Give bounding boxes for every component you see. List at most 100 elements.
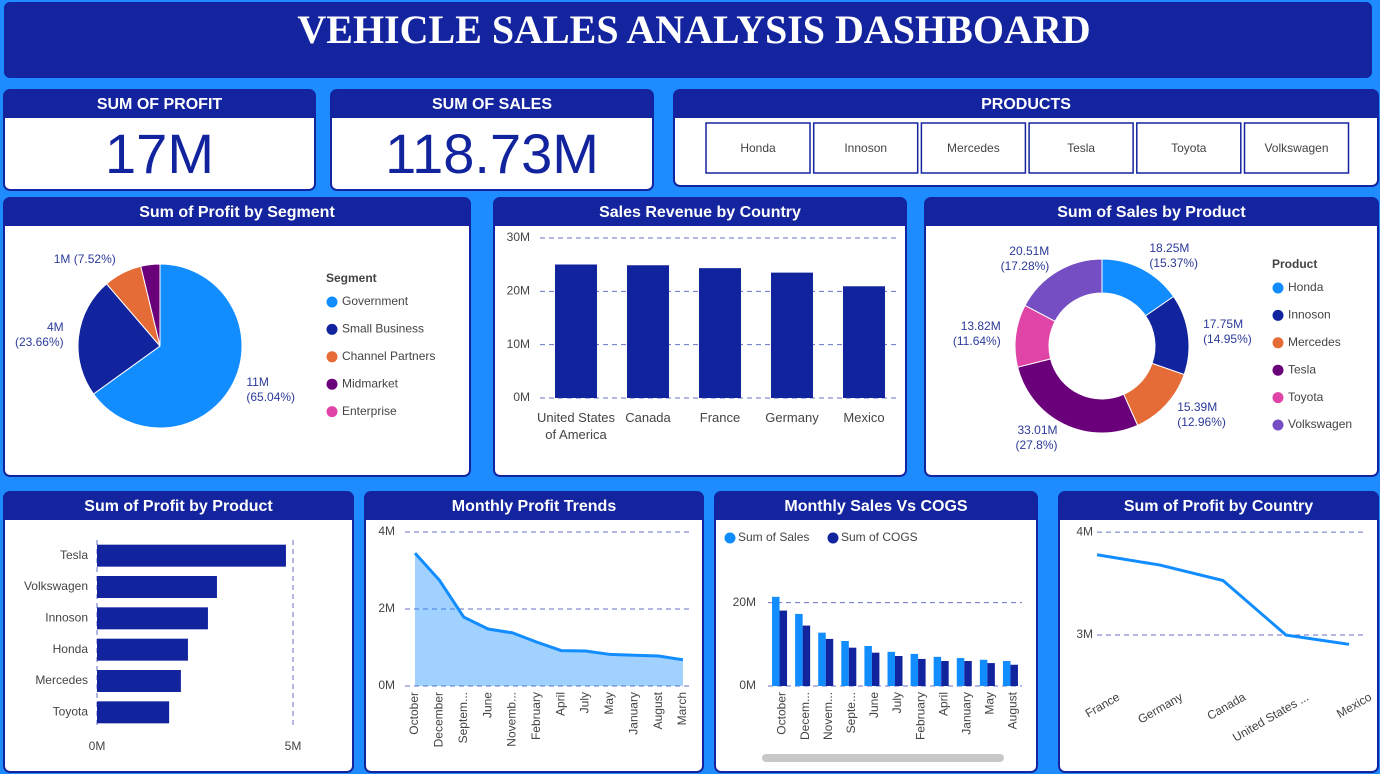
card-title: Sum of Profit by Country [1124,498,1313,515]
data-label: 11M (65.04%) [246,375,296,405]
x-tick-label: June [867,692,881,718]
card-title: Monthly Profit Trends [452,498,617,515]
slicer-button[interactable] [812,122,919,174]
y-tick-label: 30M [507,230,530,244]
header-band [4,2,1372,78]
y-tick-label: Tesla [60,548,88,562]
card-header [331,90,653,118]
card-header [4,198,470,226]
legend-label: Midmarket [342,376,399,390]
slicer-button[interactable] [920,122,1027,174]
x-tick-label: October [407,692,421,735]
bar [795,613,803,686]
bar [555,264,597,398]
label-box: 20.51M (17.28%) [1001,244,1050,273]
legend-title: Segment [326,271,377,285]
y-tick-label: 0M [513,390,530,404]
bar [97,607,208,630]
legend-marker [1272,419,1284,431]
x-tick-label: Germany [765,410,819,425]
bar [772,596,780,686]
x-tick-label: Novem... [821,692,835,740]
slice [140,263,161,347]
x-tick-label: January [959,692,973,735]
kpi-value: 118.73M [385,122,599,185]
x-tick-label: July [578,692,592,713]
x-tick-label: May [602,692,616,715]
line [413,552,684,662]
line [1096,553,1350,646]
legend-marker [1272,364,1284,376]
legend-marker [724,532,736,544]
slicer-button[interactable] [1243,122,1350,174]
card-header [4,492,353,520]
y-tick-label: Innoson [45,611,88,625]
x-tick-label: Septem... [456,692,470,743]
data-label: 4M (23.66%) [14,319,64,349]
legend-label: Enterprise [342,404,397,418]
x-tick-label: July [890,692,904,713]
label-box: 18.25M (15.37%) [1149,240,1199,270]
bar [97,701,170,724]
x-tick-label: May [983,692,997,715]
bar [1010,664,1018,686]
legend-label: Innoson [1288,308,1331,322]
x-tick-label: December [432,692,446,747]
legend-marker [1272,309,1284,321]
legend-marker [326,351,338,363]
slicer-button[interactable] [1136,122,1242,174]
card-title: Sum of Profit by Segment [139,204,335,221]
x-tick-label: France [699,410,741,425]
bar [97,576,217,598]
y-tick-label: Volkswagen [24,579,88,593]
card-header [715,492,1037,520]
label-box: Germany [765,410,819,425]
bar [1002,661,1011,686]
card [3,491,354,773]
y-tick-label: 3M [1076,627,1093,641]
card [1058,491,1379,773]
card-title: Sum of Profit by Product [84,498,273,515]
bar [987,663,995,686]
slicer-label: Mercedes [947,141,1000,155]
data-label: 18.25M (15.37%) [1149,240,1199,270]
bar [802,625,811,686]
x-tick-label: February [913,692,927,740]
y-tick-label: 20M [507,284,530,298]
bar [933,656,942,686]
card-title: Monthly Sales Vs COGS [784,498,967,515]
x-tick-label: 5M [285,739,302,753]
card-title: Sales Revenue by Country [599,204,801,221]
bar [979,659,988,686]
legend-label: Government [342,294,409,308]
x-tick-label: Novemb... [505,692,519,747]
y-tick-label: Honda [53,642,89,656]
legend-label: Mercedes [1288,335,1341,349]
y-tick-label: 20M [733,595,756,609]
bar [918,658,926,686]
bar [97,670,181,692]
y-tick-label: 4M [1076,524,1093,538]
data-label: 13.82M (11.64%) [952,318,1001,348]
x-tick-label: August [1006,691,1020,729]
y-tick-label: 0M [378,678,395,692]
legend-title: Product [1272,257,1317,271]
x-tick-label: February [529,692,543,740]
y-tick-label: 10M [507,337,530,351]
bar [864,646,872,686]
legend-label: Toyota [1288,390,1324,404]
slicer-button[interactable] [1028,122,1134,174]
card-header [4,90,315,118]
card-title: PRODUCTS [981,96,1071,113]
label-box: France [699,410,741,425]
y-tick-label: 4M [378,524,395,538]
slicer-button[interactable] [705,122,811,174]
legend-label: Volkswagen [1288,417,1352,431]
legend-marker [326,378,338,390]
x-tick-label: 0M [89,739,106,753]
bar [848,647,857,686]
legend-marker [326,296,338,308]
scrollbar [762,754,1004,762]
bar [843,286,885,398]
